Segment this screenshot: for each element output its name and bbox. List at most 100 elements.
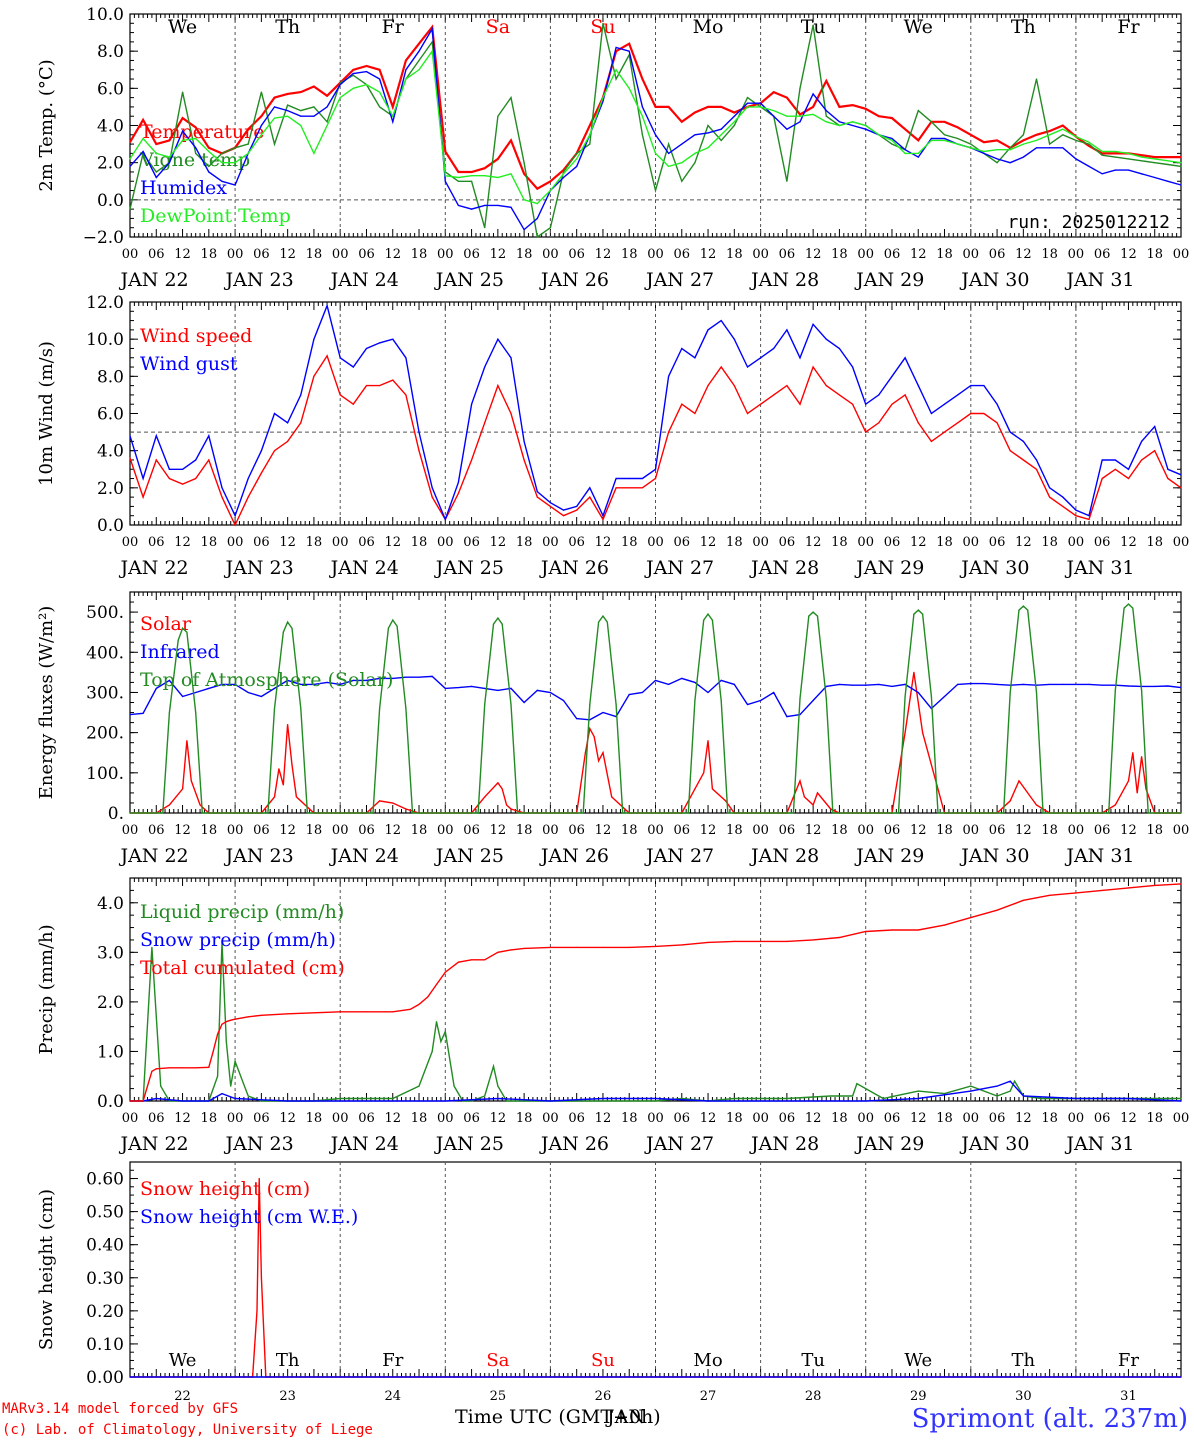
data-point (606, 621, 608, 623)
data-point (654, 812, 657, 814)
data-point (1075, 158, 1077, 160)
data-point (405, 357, 407, 359)
data-point (186, 740, 188, 742)
weekday-label: We (904, 16, 933, 38)
x-hour-label: 12 (1120, 823, 1137, 838)
weekday-label: Sa (486, 16, 510, 38)
data-point (352, 87, 354, 89)
data-point (602, 1100, 604, 1102)
series-infrared (129, 675, 1182, 721)
data-point (1101, 889, 1103, 892)
data-point (339, 812, 341, 814)
x-hour-label: 18 (516, 1111, 533, 1126)
weekday-label: Fr (1117, 16, 1140, 38)
data-point (234, 515, 236, 517)
data-point (549, 946, 552, 949)
data-point (694, 357, 696, 359)
data-point (339, 97, 341, 99)
data-point (549, 502, 552, 504)
data-point (733, 124, 735, 127)
data-point (852, 1095, 854, 1097)
data-point (129, 208, 131, 210)
x-hour-label: 00 (963, 247, 980, 262)
x-hour-label: 00 (332, 823, 349, 838)
x-hour-label: 12 (384, 247, 401, 262)
x-hour-label: 18 (411, 535, 428, 550)
data-point (589, 728, 591, 730)
data-point (1132, 607, 1134, 609)
data-point (983, 385, 985, 387)
data-point (852, 124, 854, 127)
data-point (1075, 509, 1077, 511)
weekday-label: Su (591, 1350, 615, 1371)
data-point (1049, 147, 1051, 149)
data-point (418, 59, 420, 62)
data-point (943, 137, 946, 140)
x-hour-label: 06 (253, 1111, 270, 1126)
data-point (208, 147, 210, 149)
data-point (654, 189, 657, 192)
data-point (1101, 173, 1103, 175)
data-point (1022, 143, 1024, 145)
data-point (497, 689, 499, 692)
data-point (865, 812, 867, 814)
data-point (943, 121, 946, 123)
x-hour-label: 06 (253, 535, 270, 550)
data-point (287, 110, 289, 112)
data-point (589, 487, 591, 489)
x-hour-label: 06 (779, 535, 796, 550)
data-point (142, 496, 144, 498)
series-dewpoint-temp (129, 49, 1182, 205)
panel-4: 4.0 3.0 2.0 1.0 0.0 Precip (mm/h) 00 06 12 18 00 06… (36, 877, 1189, 1155)
x-hour-label: 18 (516, 823, 533, 838)
data-point (654, 945, 657, 948)
x-date-label: JAN 24 (329, 1133, 399, 1155)
data-point (549, 180, 552, 182)
y-tick-label: 12.0 (86, 293, 124, 313)
x-hour-label: 00 (437, 1111, 454, 1126)
data-point (418, 676, 420, 678)
data-point (431, 496, 433, 498)
data-point (1141, 173, 1143, 175)
data-point (418, 1085, 420, 1087)
data-point (576, 505, 578, 507)
data-point (457, 492, 459, 494)
data-point (457, 176, 459, 179)
legend-entry: DewPoint Temp (140, 205, 291, 227)
data-point (576, 946, 578, 949)
y-tick-label: 4.0 (97, 117, 124, 137)
x-hour-label: 12 (279, 823, 296, 838)
data-point (260, 1277, 262, 1279)
x-date-label: JAN 31 (1064, 1133, 1134, 1155)
data-point (129, 1376, 131, 1378)
data-point (830, 1095, 832, 1097)
series-wind-speed (129, 354, 1182, 527)
data-point (760, 102, 762, 104)
y-tick-label: 6.0 (97, 405, 124, 425)
x-hour-label: 00 (437, 823, 454, 838)
data-point (1141, 440, 1143, 442)
x-day-number: 28 (805, 1389, 822, 1404)
data-point (168, 804, 170, 806)
data-point (1141, 459, 1143, 461)
data-point (812, 113, 814, 115)
data-point (501, 788, 503, 790)
data-point (1114, 150, 1116, 153)
data-point (838, 394, 841, 396)
data-point (1035, 459, 1038, 461)
data-point (1022, 134, 1024, 136)
data-point (392, 619, 394, 621)
data-point (694, 152, 696, 154)
data-point (1003, 812, 1005, 814)
data-point (904, 683, 906, 686)
data-point (182, 117, 184, 119)
data-point (1075, 683, 1077, 686)
y-tick-label: 0.0 (97, 191, 124, 211)
data-point (733, 338, 735, 340)
data-point (497, 204, 499, 206)
data-point (628, 477, 630, 480)
data-point (282, 631, 284, 633)
x-date-label: JAN 25 (434, 269, 504, 291)
data-point (970, 812, 972, 814)
x-date-label: JAN 29 (854, 269, 924, 291)
